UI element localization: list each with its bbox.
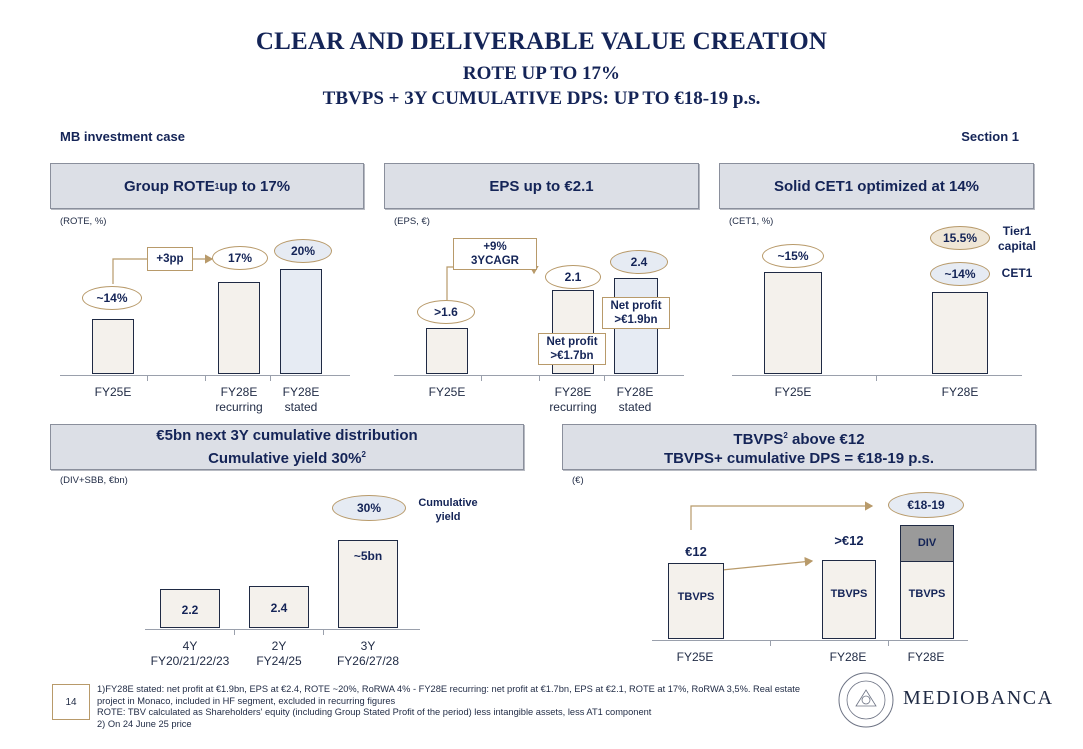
distribution-bar-2y <box>249 586 309 628</box>
rote-pill-fy28e-stated: 20% <box>274 239 332 263</box>
eps-pill-fy25e: >1.6 <box>417 300 475 324</box>
distribution-panel-heading: €5bn next 3Y cumulative distribution Cum… <box>50 424 524 470</box>
distribution-axis <box>145 629 420 630</box>
eps-cagr-box: +9% 3YCAGR <box>453 238 537 270</box>
rote-delta-box: +3pp <box>147 247 193 271</box>
tbvps-bar-label-fy28e-total: TBVPS <box>908 588 946 600</box>
cet1-unit: (CET1, %) <box>729 216 774 227</box>
rote-tick <box>147 375 148 381</box>
rote-pill-fy25e: ~14% <box>82 286 142 310</box>
section-label: Section 1 <box>961 129 1019 144</box>
eps-net-profit-recurring-box: Net profit >€1.7bn <box>538 333 606 365</box>
cet1-cat-fy25e: FY25E <box>774 385 812 399</box>
distribution-cat-2y: 2Y FY24/25 <box>256 639 302 668</box>
distribution-cat-4y: 4Y FY20/21/22/23 <box>150 639 230 668</box>
eps-cat-fy25e: FY25E <box>428 385 466 399</box>
tbvps-label-fy25e: €12 <box>685 544 707 559</box>
footnote-rote: ROTE: TBV calculated as Shareholders' eq… <box>97 707 652 717</box>
eps-tick <box>604 375 605 381</box>
tbvps-bar-fy28e <box>822 560 876 639</box>
rote-unit: (ROTE, %) <box>60 216 107 227</box>
eps-cat-fy28e-stated: FY28E stated <box>616 385 654 414</box>
tbvps-bar-div <box>900 525 954 562</box>
rote-tick <box>205 375 206 381</box>
page-number: 14 <box>52 684 90 720</box>
cet1-tick <box>876 375 877 381</box>
tbvps-div-label: DIV <box>917 537 937 549</box>
distribution-bar-3y <box>338 540 398 628</box>
tbvps-bar-fy28e-total <box>900 561 954 639</box>
distribution-bar-4y <box>160 589 220 628</box>
eps-unit: (EPS, €) <box>394 216 430 227</box>
cet1-panel-heading: Solid CET1 optimized at 14% <box>719 163 1034 209</box>
mediobanca-seal-icon <box>838 672 894 728</box>
tbvps-total-pill: €18-19 <box>888 492 964 518</box>
page-subtitle-rote: ROTE UP TO 17% <box>462 63 621 84</box>
tbvps-label-fy28e: >€12 <box>834 533 864 548</box>
eps-tick <box>539 375 540 381</box>
eps-net-profit-stated-box: Net profit >€1.9bn <box>602 297 670 329</box>
tier1-capital-label: Tier1 capital <box>997 224 1036 253</box>
eps-cat-fy28e-recurring: FY28E recurring <box>549 385 597 414</box>
rote-pill-fy28e-recurring: 17% <box>212 246 268 270</box>
cet1-bar-fy28e <box>932 292 988 374</box>
footnote-2: 2) On 24 June 25 price <box>97 718 192 729</box>
eps-panel-heading: EPS up to €2.1 <box>384 163 699 209</box>
cet1-label: CET1 <box>1001 266 1033 280</box>
eps-pill-fy28e-recurring: 2.1 <box>545 265 601 289</box>
eps-tick <box>481 375 482 381</box>
rote-tick <box>270 375 271 381</box>
investment-case-label: MB investment case <box>60 129 185 144</box>
tbvps-bar-label-fy25e: TBVPS <box>677 591 715 603</box>
cet1-pill-tier1: 15.5% <box>930 226 990 250</box>
cumulative-yield-label: Cumulative yield <box>418 497 478 523</box>
rote-cat-fy25e: FY25E <box>94 385 132 399</box>
cet1-axis <box>732 375 1022 376</box>
distribution-bar-label-3y: ~5bn <box>353 549 383 563</box>
mediobanca-logo: MEDIOBANCA <box>903 687 1054 709</box>
tbvps-bar-fy25e <box>668 563 724 639</box>
page-subtitle-tbvps: TBVPS + 3Y CUMULATIVE DPS: UP TO €18-19 … <box>322 88 761 109</box>
rote-bar-fy28e-stated <box>280 269 322 374</box>
tbvps-bar-label-fy28e: TBVPS <box>830 588 868 600</box>
rote-panel-heading: Group ROTE 1 up to 17% <box>50 163 364 209</box>
distribution-cat-3y: 3Y FY26/27/28 <box>336 639 400 668</box>
tbvps-cat-fy28e: FY28E <box>829 650 867 664</box>
tbvps-axis <box>652 640 968 641</box>
footnote-1b: project in Monaco, included in HF segmen… <box>97 695 396 706</box>
footnote-1: 1)FY28E stated: net profit at €1.9bn, EP… <box>97 684 801 694</box>
cet1-pill-fy25e: ~15% <box>762 244 824 268</box>
tbvps-tick <box>888 640 889 646</box>
eps-bar-fy25e <box>426 328 468 374</box>
tbvps-cat-fy25e: FY25E <box>676 650 714 664</box>
distribution-bar-label-4y: 2.2 <box>181 603 199 617</box>
rote-bar-fy28e-recurring <box>218 282 260 374</box>
cumulative-yield-pill: 30% <box>332 495 406 521</box>
distribution-unit: (DIV+SBB, €bn) <box>60 475 128 486</box>
distribution-tick <box>323 629 324 635</box>
rote-bar-fy25e <box>92 319 134 374</box>
footnotes: 1)FY28E stated: net profit at €1.9bn, EP… <box>97 684 817 730</box>
page-title: CLEAR AND DELIVERABLE VALUE CREATION <box>255 28 828 55</box>
rote-cat-fy28e-recurring: FY28E recurring <box>215 385 263 414</box>
rote-cat-fy28e-stated: FY28E stated <box>282 385 320 414</box>
tbvps-panel-heading: TBVPS2 above €12 TBVPS+ cumulative DPS =… <box>562 424 1036 470</box>
cet1-pill-cet1: ~14% <box>930 262 990 286</box>
tbvps-tick <box>770 640 771 646</box>
tbvps-cat-fy28e-total: FY28E <box>907 650 945 664</box>
distribution-bar-label-2y: 2.4 <box>270 601 288 615</box>
distribution-tick <box>234 629 235 635</box>
eps-pill-fy28e-stated: 2.4 <box>610 250 668 274</box>
tbvps-unit: (€) <box>572 475 584 486</box>
cet1-bar-fy25e <box>764 272 822 374</box>
cet1-cat-fy28e: FY28E <box>941 385 979 399</box>
